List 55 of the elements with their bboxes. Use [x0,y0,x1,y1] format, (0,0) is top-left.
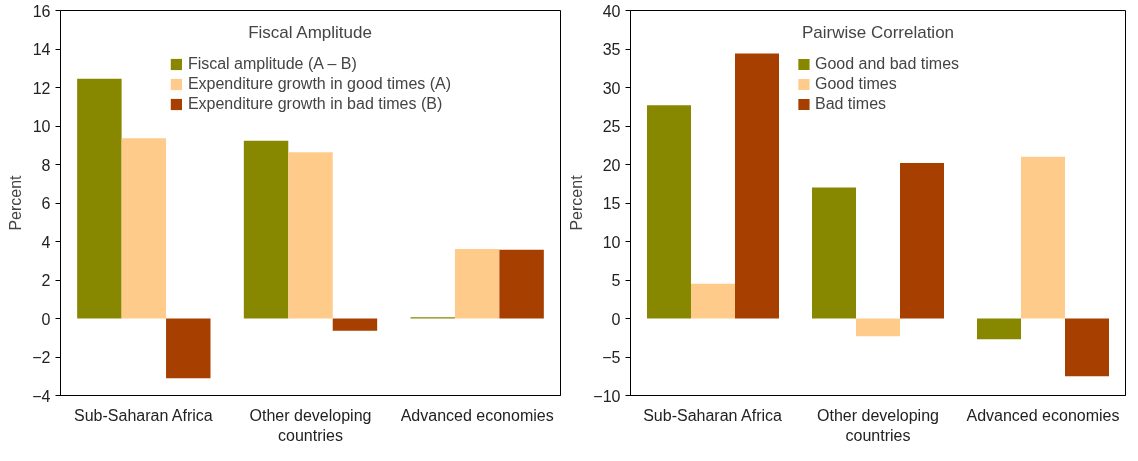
y-tick-label: 20 [602,156,621,174]
y-tick-label: 6 [41,195,51,212]
y-axis-title: Percent [7,174,25,231]
y-tick-label: 10 [32,118,51,135]
y-tick-label: 0 [611,310,621,328]
y-tick-label: 16 [32,2,51,20]
bar [735,53,779,319]
y-tick-label: 2 [41,272,51,289]
bar [332,318,378,331]
y-tick-label: 12 [32,79,51,97]
y-tick-label: 5 [611,272,621,289]
y-tick-label: 8 [41,156,51,174]
y-tick-label: 30 [602,79,621,97]
bar [977,318,1021,340]
legend-label: Bad times [814,95,887,113]
y-tick-label: 14 [32,41,51,58]
x-tick-label: Sub-Saharan Africa [74,406,213,424]
y-tick-label: −4 [32,387,51,405]
bar [288,152,333,319]
y-tick-label: 4 [41,233,51,251]
y-tick-label: 15 [602,195,621,212]
legend-label: Expenditure growth in good times (A) [187,75,452,93]
y-tick-label: 25 [602,118,621,135]
bar [166,318,211,379]
bar [647,105,691,319]
y-tick-label: 40 [602,2,621,20]
y-tick-label: −5 [602,349,621,366]
y-tick-label: −2 [32,349,51,366]
x-tick-label: Advanced economies [400,406,554,424]
bar [691,283,735,319]
bar [856,318,900,337]
legend-label: Good times [814,75,897,93]
text: Pairwise Correlation [801,22,955,42]
bar [243,140,289,319]
y-tick-label: 10 [602,233,621,251]
legend-label: Expenditure growth in bad times (B) [187,95,443,113]
bar [77,78,122,319]
bar [121,138,167,319]
legend-label: Good and bad times [814,55,960,73]
bar [812,187,856,319]
bar [454,249,500,319]
x-tick-label: Sub-Saharan Africa [643,406,783,424]
y-axis-title: Percent [568,174,586,231]
x-tick-label: Other developing countries [817,406,939,444]
x-tick-label: Advanced economies [966,406,1120,424]
legend-label: Fiscal amplitude (A – B) [187,55,357,73]
y-tick-label: 35 [602,41,621,58]
text: Fiscal Amplitude [248,22,372,42]
bar [1021,156,1065,319]
y-tick-label: −10 [593,387,621,405]
bar [1065,318,1109,377]
bar [499,249,544,319]
y-tick-label: 0 [41,310,51,328]
x-tick-label: Other developing countries [249,406,372,444]
bar [900,162,944,319]
